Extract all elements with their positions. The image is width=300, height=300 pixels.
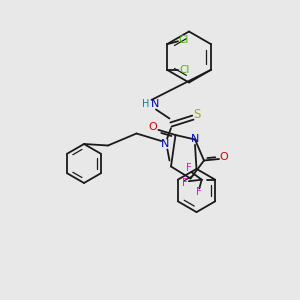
- Text: H: H: [142, 99, 150, 109]
- Text: O: O: [148, 122, 158, 133]
- Text: F: F: [186, 163, 192, 173]
- Text: Cl: Cl: [178, 35, 189, 45]
- Text: F: F: [182, 178, 188, 188]
- Text: N: N: [191, 134, 199, 145]
- Text: Cl: Cl: [179, 65, 190, 75]
- Text: N: N: [161, 139, 169, 149]
- Text: F: F: [196, 187, 202, 197]
- Text: N: N: [151, 99, 160, 109]
- Text: S: S: [193, 107, 200, 121]
- Text: O: O: [219, 152, 228, 163]
